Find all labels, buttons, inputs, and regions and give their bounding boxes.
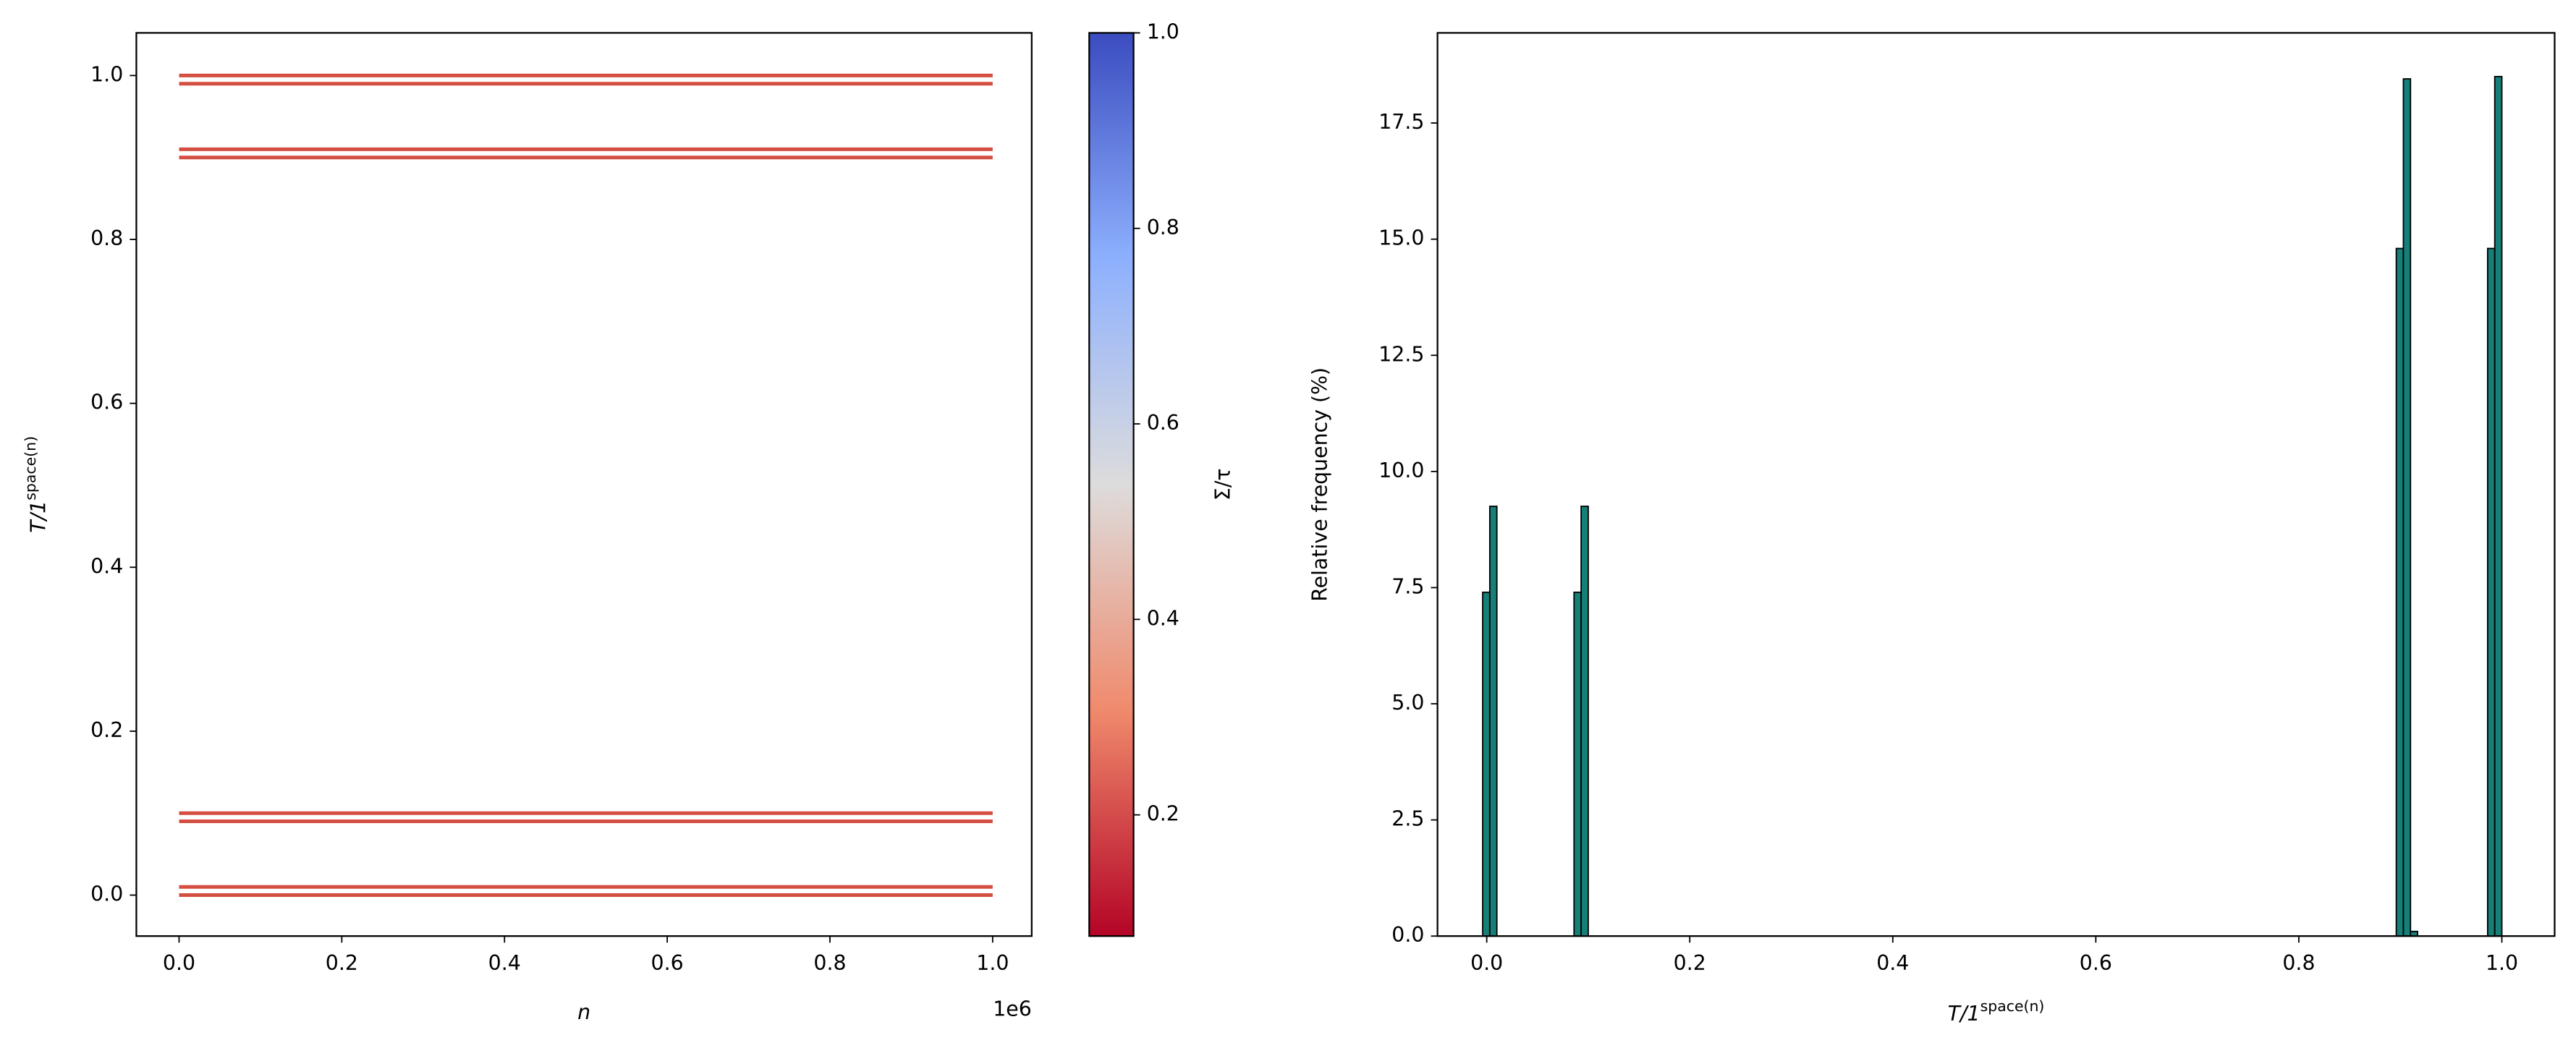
hist-bar (1580, 506, 1589, 937)
y-tick-label: 5.0 (1391, 691, 1424, 715)
x-tick-label: 0.2 (1674, 951, 1706, 975)
x-tick-label: 0.8 (813, 951, 846, 975)
hist-bar (2486, 247, 2496, 937)
x-axis-label-sup: space(n) (1980, 997, 2045, 1015)
y-axis-label: T/1space(n) (22, 436, 50, 533)
y-tick-label: 0.8 (90, 226, 123, 250)
x-tick-label: 0.2 (326, 951, 358, 975)
colorbar-tick-label: 0.6 (1147, 411, 1179, 435)
y-axis-label-base: T/1 (26, 501, 50, 533)
x-tick-label: 0.6 (651, 951, 684, 975)
y-tick-label: 7.5 (1391, 574, 1424, 598)
x-axis-label: n (577, 1000, 590, 1024)
y-tick-label: 12.5 (1378, 342, 1424, 366)
colorbar (1088, 32, 1135, 937)
colorbar-tick-label: 1.0 (1147, 20, 1179, 43)
hist-bar (1573, 591, 1583, 937)
y-tick-label: 0.4 (90, 554, 123, 578)
x-axis-label: T/1space(n) (1948, 997, 2045, 1026)
hist-bar (2395, 247, 2405, 937)
y-tick-label: 15.0 (1378, 226, 1424, 250)
colorbar-tick-label: 0.2 (1147, 802, 1179, 826)
y-tick-label: 0.2 (90, 718, 123, 742)
y-axis-label-sup: space(n) (22, 436, 39, 501)
y-tick-label: 17.5 (1378, 110, 1424, 134)
x-tick-label: 0.0 (163, 951, 195, 975)
hist-bar (2494, 75, 2503, 937)
y-tick-label: 1.0 (90, 62, 123, 86)
x-axis-label-base: T/1 (1948, 1002, 1980, 1026)
x-tick-label: 1.0 (976, 951, 1009, 975)
y-axis-label: Relative frequency (%) (1308, 367, 1331, 602)
x-offset-label: 1e6 (993, 997, 1032, 1021)
x-tick-label: 1.0 (2486, 951, 2518, 975)
axes-frame (1436, 32, 2556, 937)
x-tick-label: 0.4 (488, 951, 521, 975)
x-tick-label: 0.4 (1876, 951, 1909, 975)
colorbar-tick-label: 0.8 (1147, 216, 1179, 239)
hist-bar (2402, 78, 2412, 937)
y-tick-label: 0.6 (90, 391, 123, 414)
x-tick-label: 0.8 (2282, 951, 2315, 975)
hist-bar (1488, 506, 1498, 937)
colorbar-tick-label: 0.4 (1147, 606, 1179, 630)
y-tick-label: 10.0 (1378, 459, 1424, 482)
hist-bar (1482, 591, 1491, 937)
y-tick-label: 0.0 (1391, 923, 1424, 947)
x-tick-label: 0.0 (1470, 951, 1503, 975)
x-tick-label: 0.6 (2080, 951, 2112, 975)
y-tick-label: 2.5 (1391, 807, 1424, 831)
axes-frame (135, 32, 1033, 937)
colorbar-label: Σ/τ (1211, 469, 1234, 501)
y-tick-label: 0.0 (90, 882, 123, 906)
